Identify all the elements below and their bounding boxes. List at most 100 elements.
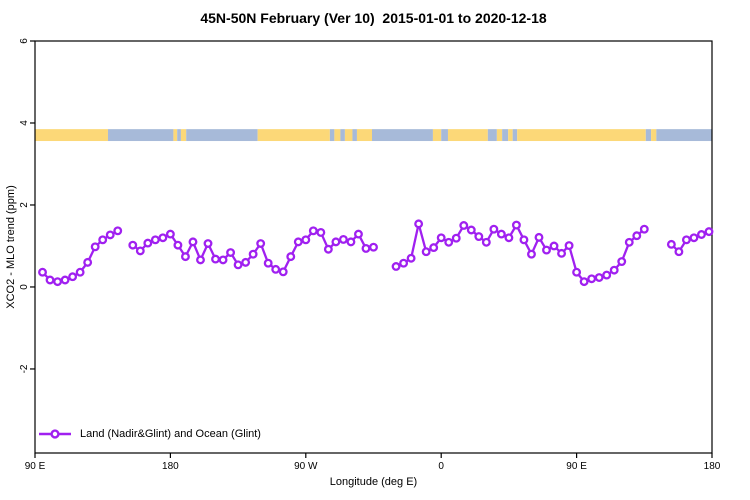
data-point: [53, 277, 63, 287]
band-segment-land: [517, 129, 646, 142]
y-tick-label: -2: [19, 364, 30, 373]
data-point: [331, 237, 341, 247]
band-segment-land: [173, 129, 178, 142]
x-tick-label: 90 W: [294, 461, 318, 472]
data-point: [286, 252, 296, 262]
data-point: [632, 231, 642, 241]
data-point: [511, 220, 521, 230]
data-point: [459, 221, 469, 230]
data-point: [113, 226, 123, 236]
data-point: [83, 257, 93, 267]
data-point: [173, 240, 183, 250]
data-point: [617, 257, 627, 266]
data-point: [226, 248, 236, 257]
data-point: [436, 233, 446, 243]
data-point: [674, 247, 684, 257]
data-point: [211, 254, 220, 264]
legend-symbol-icon: [39, 429, 71, 439]
x-tick-label: 0: [438, 461, 444, 472]
data-point: [481, 237, 491, 247]
band-segment-ocean: [441, 129, 448, 142]
band-segment-ocean: [340, 129, 345, 142]
data-point: [666, 239, 676, 249]
band-segment-land: [344, 129, 353, 142]
data-point: [697, 230, 706, 239]
data-point: [369, 242, 378, 252]
legend: Land (Nadir&Glint) and Ocean (Glint): [38, 428, 261, 440]
data-point: [557, 248, 567, 258]
data-point: [489, 224, 499, 234]
band-segment-land: [257, 129, 330, 142]
data-point: [105, 230, 115, 240]
data-point: [624, 237, 634, 247]
data-point: [308, 226, 318, 236]
band-segment-ocean: [352, 129, 357, 142]
data-point: [90, 242, 100, 252]
band-segment-land: [432, 129, 442, 142]
chart-title: 45N-50N February (Ver 10) 2015-01-01 to …: [200, 10, 547, 26]
data-point: [158, 233, 168, 243]
data-point: [602, 270, 612, 280]
data-point: [68, 272, 78, 282]
data-point: [75, 267, 85, 277]
data-point: [421, 247, 431, 257]
x-tick-label: 90 E: [566, 461, 587, 472]
data-point: [60, 275, 70, 285]
data-point: [391, 262, 401, 271]
band-segment-ocean: [177, 129, 181, 142]
band-segment-land: [651, 129, 657, 142]
band-segment-ocean: [645, 129, 652, 142]
data-point: [323, 244, 333, 254]
data-point: [263, 258, 273, 268]
data-point: [399, 258, 409, 268]
band-segment-ocean: [502, 129, 509, 142]
data-point: [474, 232, 484, 241]
data-point: [241, 257, 251, 267]
data-point: [534, 232, 544, 242]
data-point: [143, 238, 153, 248]
data-point: [128, 240, 138, 250]
data-point: [689, 233, 699, 243]
data-point: [98, 235, 108, 245]
data-point: [45, 275, 55, 285]
band-segment-land: [35, 129, 108, 142]
tick-labels: 90 E 180 90 W 0 90 E 180 6 4 2 0 -2: [19, 38, 721, 472]
data-point: [587, 274, 597, 284]
data-point: [572, 267, 582, 277]
data-point: [293, 237, 303, 247]
data-point: [609, 265, 619, 275]
data-point: [429, 243, 439, 253]
data-point: [361, 243, 371, 253]
band-segment-ocean: [329, 129, 335, 142]
band-segment-ocean: [487, 129, 497, 142]
data-point: [316, 227, 326, 237]
data-point: [301, 235, 311, 245]
plot-border: [34, 40, 713, 454]
data-point: [38, 267, 47, 277]
data-point: [542, 245, 551, 255]
data-point: [681, 235, 691, 245]
x-tick-label: 90 E: [25, 461, 46, 472]
x-tick-label: 180: [704, 461, 721, 472]
band-segment-land: [334, 129, 341, 142]
band-segment-land: [180, 129, 187, 142]
band-segment-ocean: [372, 129, 433, 142]
data-point: [639, 224, 649, 234]
data-point: [444, 237, 454, 247]
y-tick-label: 0: [19, 284, 30, 290]
legend-label: Land (Nadir&Glint) and Ocean (Glint): [80, 428, 261, 440]
data-point: [704, 227, 714, 237]
data-point: [527, 249, 536, 259]
band-segment-ocean: [512, 129, 518, 142]
data-point: [466, 225, 476, 235]
x-tick-label: 180: [162, 461, 179, 472]
data-point: [180, 252, 190, 262]
data-point: [496, 229, 506, 239]
land-ocean-band: [35, 129, 712, 142]
data-point: [354, 229, 363, 239]
data-point: [218, 255, 228, 265]
y-tick-label: 6: [19, 38, 30, 44]
data-point: [414, 219, 424, 229]
